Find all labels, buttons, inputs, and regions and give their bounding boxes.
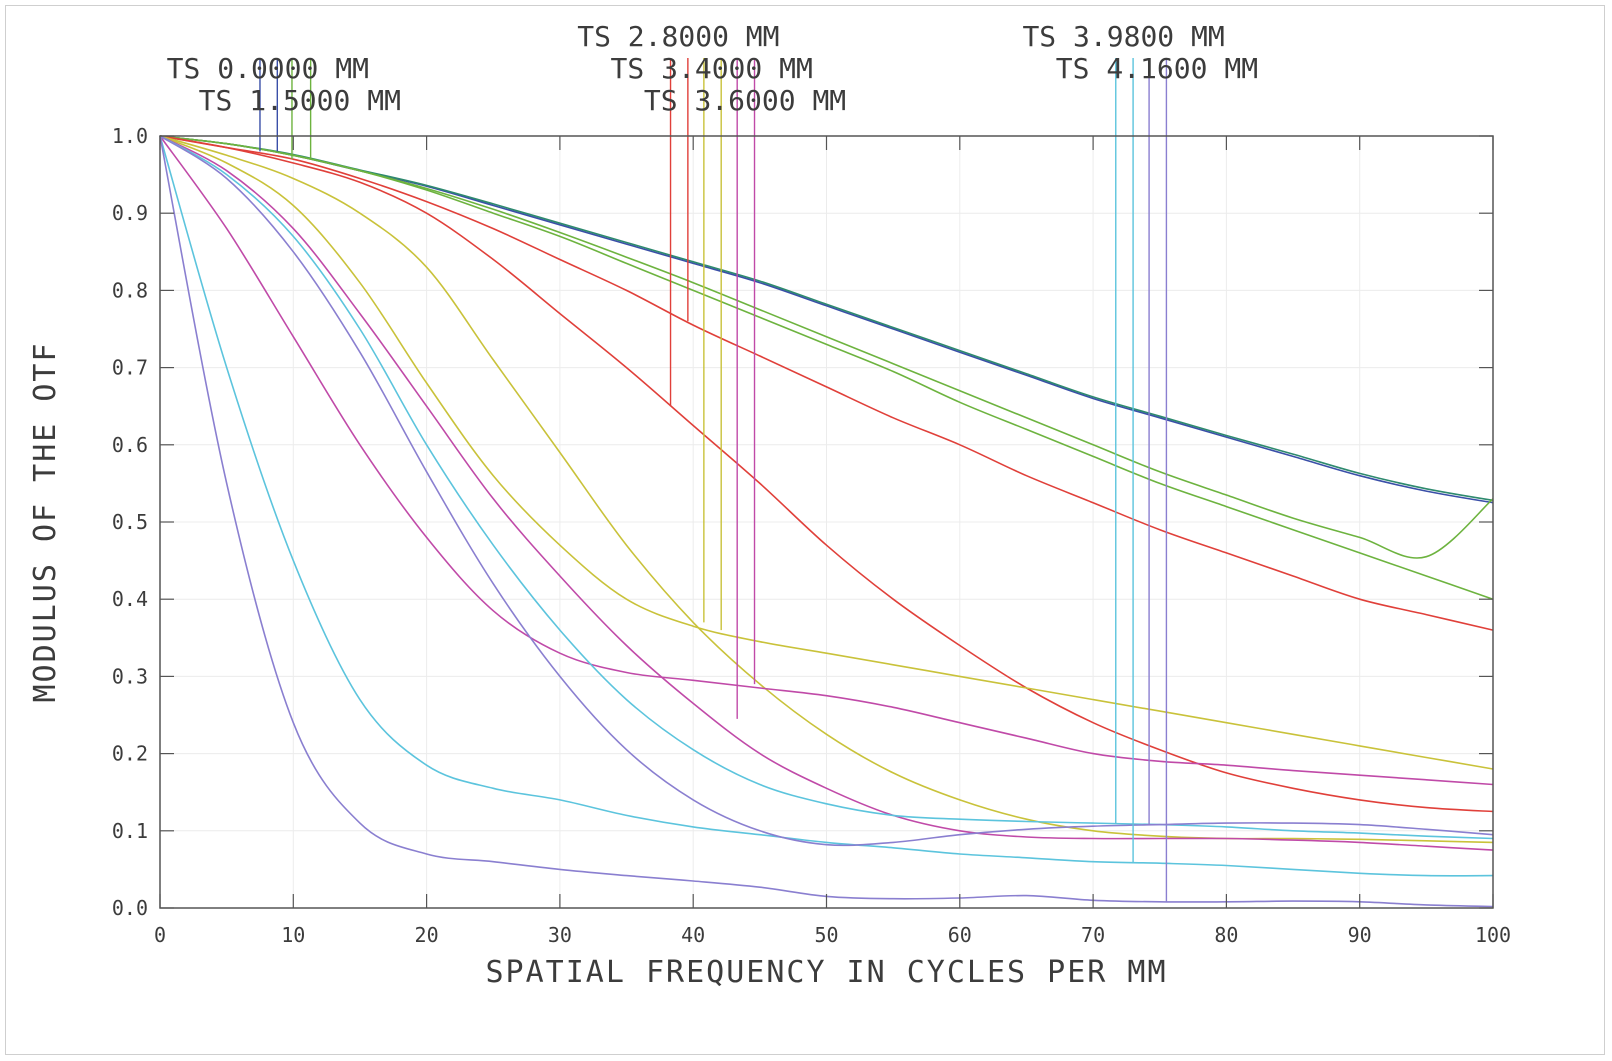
series-line-6 [159,135,1494,813]
grid [159,135,1494,909]
series-line-12 [159,135,1494,877]
series-lines [159,135,1494,908]
x-tick-label: 40 [681,923,705,947]
y-tick-label: 1.0 [112,124,148,148]
chart-frame [5,5,1605,1055]
series-line-11 [159,135,1494,840]
series-line-9 [159,135,1494,851]
x-tick-label: 60 [948,923,972,947]
x-tick-label: 90 [1348,923,1372,947]
field-label: TS 1.5000 MM [199,84,401,117]
x-tick-label: 20 [415,923,439,947]
field-label: TS 4.1600 MM [1056,52,1258,85]
x-axis-title: SPATIAL FREQUENCY IN CYCLES PER MM [485,955,1167,990]
x-tick-label: 50 [814,923,838,947]
x-tick-label: 0 [154,923,166,947]
series-line-4 [159,135,1494,559]
field-leader-lines [259,58,1168,902]
y-tick-label: 0.4 [112,587,148,611]
series-line-2 [159,135,1494,502]
series-line-5 [159,135,1494,631]
tick-marks: 0 10 20 30 40 50 60 70 80 90 100 0.0 0.1 0.2 0.3 0.4 0.5… [112,124,1511,947]
series-line-10 [159,135,1494,786]
field-label: TS 0.0000 MM [167,52,369,85]
y-tick-label: 0.1 [112,819,148,843]
field-label: TS 3.9800 MM [1022,20,1224,53]
y-tick-label: 0.5 [112,510,148,534]
x-tick-label: 70 [1081,923,1105,947]
y-tick-label: 0.2 [112,742,148,766]
series-line-13 [159,135,1494,847]
field-label: TS 3.6000 MM [644,84,846,117]
x-tick-label: 100 [1475,923,1511,947]
y-tick-label: 0.8 [112,278,148,302]
x-tick-label: 10 [281,923,305,947]
x-tick-label: 80 [1214,923,1238,947]
y-tick-label: 0.6 [112,433,148,457]
field-label: TS 3.4000 MM [611,52,813,85]
series-line-14 [159,135,1494,908]
y-tick-label: 0.3 [112,664,148,688]
y-tick-label: 0.9 [112,201,148,225]
y-tick-label: 0.7 [112,356,148,380]
series-line-8 [159,135,1494,770]
y-tick-label: 0.0 [112,896,148,920]
x-tick-label: 30 [548,923,572,947]
field-label: TS 2.8000 MM [577,20,779,53]
y-axis-title: MODULUS OF THE OTF [28,341,63,702]
